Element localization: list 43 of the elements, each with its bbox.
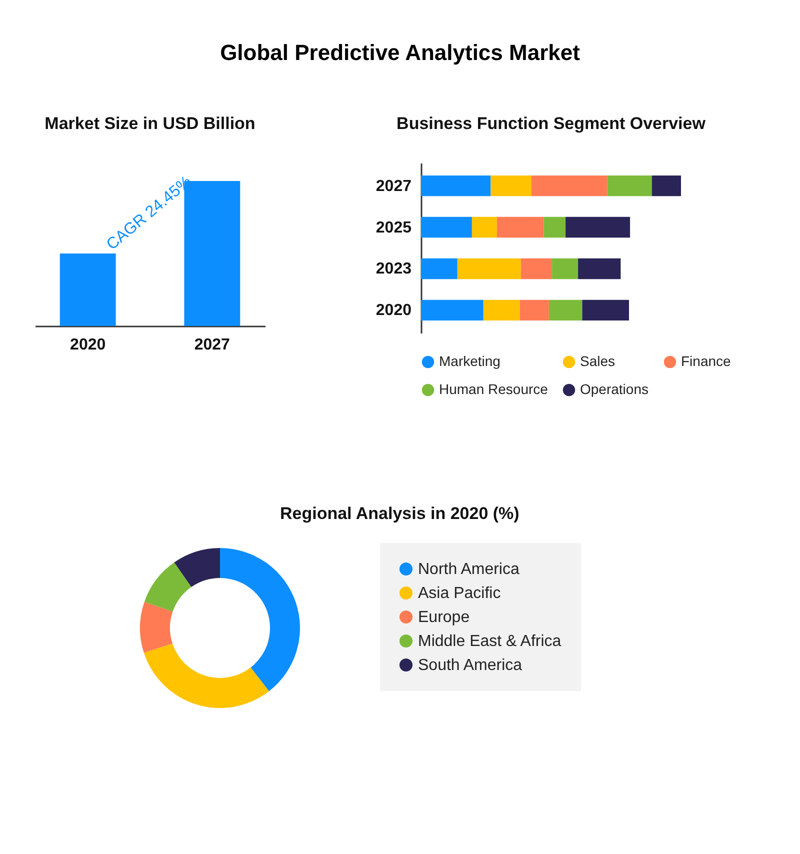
legend-label: Finance <box>681 353 732 369</box>
donut-slice <box>144 562 192 612</box>
chart-title: Market Size in USD Billion <box>44 114 256 134</box>
bar <box>520 300 549 321</box>
bar <box>457 258 521 280</box>
y-tick-label: 2020 <box>376 302 412 320</box>
donut-slice <box>144 643 270 708</box>
legend-label: Europe <box>418 609 470 626</box>
donut-slice <box>220 548 300 692</box>
bar <box>520 258 552 280</box>
bar <box>552 258 578 280</box>
y-tick-label: 2025 <box>376 219 412 236</box>
y-tick-label: 2023 <box>376 260 412 278</box>
chart-title: Regional Analysis in 2020 (%) <box>280 504 520 523</box>
bar <box>544 216 566 238</box>
y-tick-label: 2027 <box>376 178 412 195</box>
bar <box>566 216 630 238</box>
bar <box>421 258 458 280</box>
donut-slice <box>174 548 220 587</box>
bar <box>652 175 681 196</box>
donut-slice <box>140 602 173 653</box>
legend-label: Middle East & Africa <box>418 633 562 650</box>
bar <box>483 300 520 321</box>
bar <box>472 216 497 238</box>
bar <box>421 216 472 238</box>
legend-label: Human Resource <box>439 381 548 397</box>
legend-label: Operations <box>580 381 648 397</box>
legend-label: Marketing <box>439 353 500 369</box>
bar <box>548 300 582 321</box>
bar <box>582 300 629 321</box>
legend-label: Asia Pacific <box>418 585 501 602</box>
bar <box>421 300 484 321</box>
bar <box>578 258 621 280</box>
bar <box>496 216 544 238</box>
legend-label: North America <box>418 561 520 578</box>
chart-title: Business Function Segment Overview <box>396 114 706 133</box>
bar <box>490 175 532 196</box>
legend-label: Sales <box>580 353 616 369</box>
legend-label: South America <box>418 657 522 674</box>
bar <box>607 175 652 196</box>
bar <box>531 175 608 196</box>
text: Global Predictive Analytics Market <box>219 40 581 66</box>
bar <box>421 175 491 196</box>
